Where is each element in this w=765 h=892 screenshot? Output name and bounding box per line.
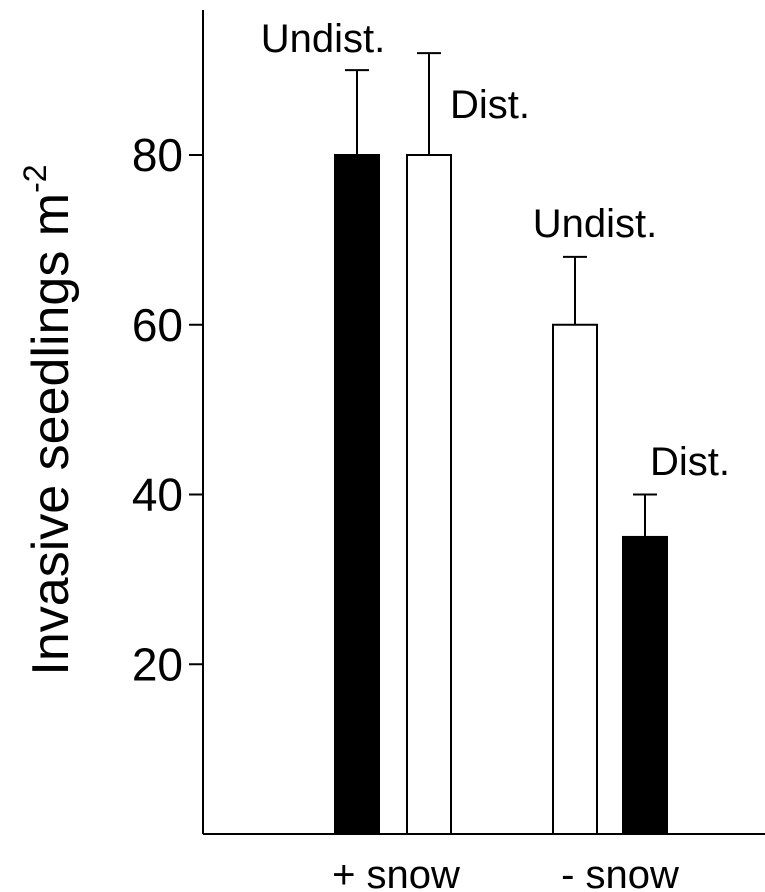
y-tick-label-40: 40 [132, 469, 183, 521]
bar-label-0: Undist. [261, 17, 386, 61]
bar-0 [334, 154, 380, 835]
x-category-label-0: + snow [332, 853, 460, 892]
bar-1 [406, 154, 452, 835]
bar-3 [622, 535, 668, 835]
bar-label-3: Dist. [650, 440, 730, 484]
y-tick-label-20: 20 [132, 638, 183, 690]
axes: 20 40 60 80 [132, 10, 765, 835]
x-category-label-1: - snow [561, 853, 679, 892]
y-axis-title: Invasive seedlings m-2 [17, 164, 80, 675]
bar-2 [552, 323, 598, 835]
y-axis-title-superscript: -2 [17, 164, 53, 192]
y-tick-label-60: 60 [132, 299, 183, 351]
bars [334, 52, 668, 835]
y-tick-label-80: 80 [132, 129, 183, 181]
y-axis-title-text: Invasive seedlings m [22, 193, 80, 676]
bar-label-1: Dist. [450, 83, 530, 127]
bar-label-2: Undist. [533, 202, 658, 246]
labels: Undist. Dist. Undist. Dist. + snow - snow [261, 17, 730, 892]
